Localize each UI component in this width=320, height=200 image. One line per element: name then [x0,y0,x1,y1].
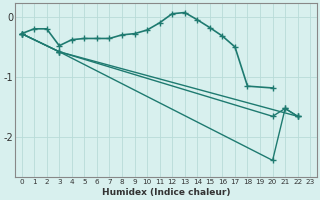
X-axis label: Humidex (Indice chaleur): Humidex (Indice chaleur) [102,188,230,197]
